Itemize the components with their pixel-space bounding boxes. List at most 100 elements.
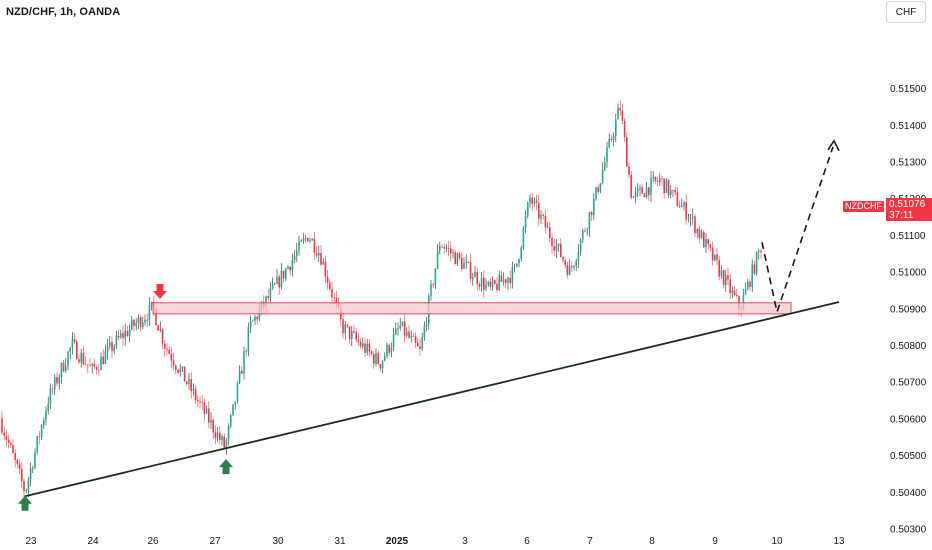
candle-body: [703, 232, 705, 248]
candle-body: [269, 288, 272, 298]
candle-body: [678, 205, 681, 208]
candle-body: [397, 328, 399, 330]
x-tick-label: 10: [771, 536, 783, 547]
candle-body: [487, 281, 489, 285]
candle-body: [142, 322, 144, 328]
candle-body: [494, 280, 496, 284]
candle-body: [610, 138, 613, 140]
y-tick-label: 0.50800: [890, 341, 927, 352]
candle-body: [755, 252, 758, 274]
y-tick-label: 0.51000: [890, 268, 927, 279]
candle-body: [700, 232, 703, 239]
candle-body: [168, 349, 170, 354]
candle-body: [661, 178, 663, 180]
candle-body: [485, 284, 487, 290]
candle-body: [128, 329, 131, 337]
candle-body: [298, 241, 300, 251]
candle-body: [505, 279, 507, 284]
candle-body: [221, 436, 223, 440]
candle-body: [146, 319, 148, 321]
candle-body: [568, 265, 571, 275]
candle-body: [47, 403, 49, 411]
candle-body: [307, 237, 309, 242]
candle-body: [157, 325, 159, 331]
candle-body: [194, 388, 197, 400]
support-resistance-zone[interactable]: [152, 302, 792, 315]
price-label: 0.51076 37:11: [886, 198, 932, 221]
candle-body: [186, 381, 188, 384]
candle-body: [95, 366, 98, 370]
bar-countdown: 37:11: [889, 210, 914, 221]
candle-body: [551, 237, 553, 247]
candle-body: [93, 363, 96, 367]
candle-body: [696, 229, 698, 234]
candle-body: [676, 192, 679, 206]
y-tick-label: 0.51500: [890, 84, 927, 95]
candle-body: [54, 377, 56, 390]
projection-path[interactable]: [761, 146, 834, 315]
candle-body: [243, 351, 245, 374]
candle-body: [540, 214, 542, 219]
candle-body: [111, 342, 113, 352]
candle-body: [14, 453, 16, 460]
candle-body: [60, 363, 63, 378]
x-tick-label: 24: [87, 536, 99, 547]
candle-body: [175, 365, 177, 370]
trendline[interactable]: [24, 301, 840, 498]
candle-body: [296, 250, 298, 256]
candle-body: [84, 363, 87, 365]
candle-body: [533, 200, 536, 204]
candle-body: [300, 240, 302, 242]
candle-body: [164, 343, 166, 349]
candle-body: [476, 272, 478, 285]
candle-body: [714, 254, 716, 261]
candle-body: [329, 282, 331, 289]
candle-body: [62, 363, 65, 372]
candle-body: [584, 230, 586, 232]
x-tick-label: 7: [587, 536, 593, 547]
candle-body: [445, 248, 448, 250]
y-tick-label: 0.50500: [890, 451, 927, 462]
candle-body: [562, 256, 564, 261]
x-tick-label: 13: [833, 536, 845, 547]
candle-body: [289, 266, 291, 271]
candle-body: [302, 238, 305, 241]
candle-body: [564, 260, 566, 265]
candle-body: [749, 281, 751, 287]
candle-body: [461, 258, 463, 269]
candle-body: [601, 170, 604, 184]
x-tick-label: 8: [649, 536, 655, 547]
candle-body: [590, 212, 593, 216]
candle-body: [318, 253, 320, 256]
candle-body: [705, 239, 707, 248]
candle-body: [496, 283, 498, 291]
candle-body: [199, 401, 201, 403]
candle-body: [599, 183, 602, 192]
candle-body: [120, 333, 122, 338]
candle-body: [181, 366, 184, 369]
x-tick-label: 3: [462, 536, 468, 547]
candle-body: [172, 360, 175, 366]
arrow-up-marker: [219, 459, 233, 475]
candle-body: [612, 135, 615, 140]
candle-body: [67, 351, 69, 367]
candle-body: [69, 347, 71, 352]
symbol-label: NZDCHF: [843, 201, 884, 212]
candle-body: [542, 214, 544, 216]
candle-body: [177, 369, 179, 373]
candle-body: [531, 197, 533, 204]
candle-body: [560, 243, 562, 257]
x-tick-label: 27: [209, 536, 221, 547]
candle-body: [593, 198, 595, 216]
candle-body: [230, 414, 232, 426]
candle-body: [683, 202, 685, 206]
currency-button[interactable]: CHF: [886, 1, 926, 23]
candle-body: [513, 266, 516, 268]
candle-body: [577, 252, 580, 261]
last-price-value: 0.51076: [889, 199, 926, 210]
candle-body: [417, 342, 419, 347]
candle-body: [441, 246, 443, 248]
candle-body: [555, 245, 558, 251]
candle-body: [425, 323, 428, 326]
